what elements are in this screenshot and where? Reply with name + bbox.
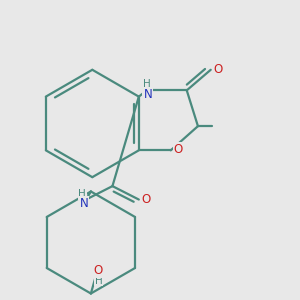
Text: H: H bbox=[94, 275, 102, 286]
Text: H: H bbox=[78, 189, 86, 199]
Text: N: N bbox=[80, 197, 88, 210]
Text: O: O bbox=[141, 193, 150, 206]
Text: O: O bbox=[214, 63, 223, 76]
Text: N: N bbox=[143, 88, 152, 101]
Text: O: O bbox=[94, 264, 103, 278]
Text: H: H bbox=[143, 79, 151, 89]
Text: O: O bbox=[174, 143, 183, 156]
